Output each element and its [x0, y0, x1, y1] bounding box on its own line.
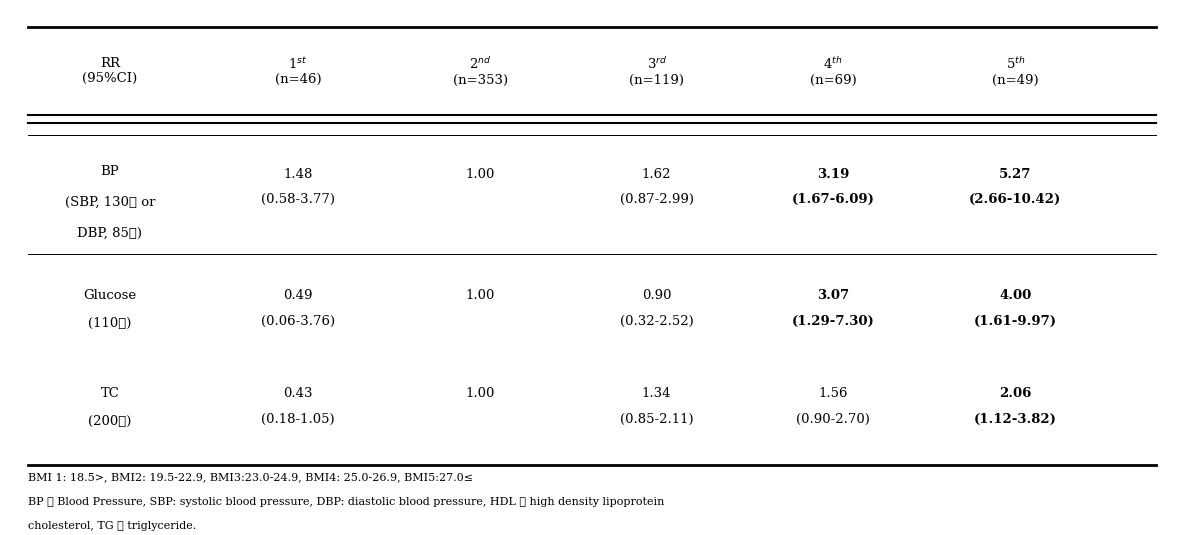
Text: Glucose: Glucose: [83, 289, 136, 302]
Text: 0.43: 0.43: [283, 386, 313, 400]
Text: (2.66-10.42): (2.66-10.42): [970, 193, 1061, 207]
Text: 1.00: 1.00: [465, 386, 495, 400]
Text: 3.07: 3.07: [817, 289, 849, 302]
Text: cholesterol, TG ： triglyceride.: cholesterol, TG ： triglyceride.: [27, 521, 195, 531]
Text: 3.19: 3.19: [817, 167, 849, 181]
Text: (SBP, 130≧ or: (SBP, 130≧ or: [65, 196, 155, 209]
Text: BP ： Blood Pressure, SBP: systolic blood pressure, DBP: diastolic blood pressure: BP ： Blood Pressure, SBP: systolic blood…: [27, 496, 664, 507]
Text: BMI 1: 18.5>, BMI2: 19.5-22.9, BMI3:23.0-24.9, BMI4: 25.0-26.9, BMI5:27.0≤: BMI 1: 18.5>, BMI2: 19.5-22.9, BMI3:23.0…: [27, 472, 472, 482]
Text: (0.58-3.77): (0.58-3.77): [262, 193, 335, 207]
Text: 2$^{nd}$
(n=353): 2$^{nd}$ (n=353): [452, 56, 508, 87]
Text: 1.48: 1.48: [283, 167, 313, 181]
Text: (0.90-2.70): (0.90-2.70): [796, 413, 870, 426]
Text: 0.90: 0.90: [642, 289, 671, 302]
Text: TC: TC: [101, 386, 120, 400]
Text: BP: BP: [101, 165, 120, 178]
Text: RR
(95%CI): RR (95%CI): [83, 57, 137, 85]
Text: 1.62: 1.62: [642, 167, 671, 181]
Text: 1.00: 1.00: [465, 167, 495, 181]
Text: (1.67-6.09): (1.67-6.09): [792, 193, 875, 207]
Text: 5$^{th}$
(n=49): 5$^{th}$ (n=49): [992, 56, 1038, 87]
Text: 4.00: 4.00: [999, 289, 1031, 302]
Text: 3$^{rd}$
(n=119): 3$^{rd}$ (n=119): [629, 56, 684, 87]
Text: (0.06-3.76): (0.06-3.76): [260, 316, 335, 328]
Text: 0.49: 0.49: [283, 289, 313, 302]
Text: (110≧): (110≧): [89, 317, 131, 330]
Text: 2.06: 2.06: [999, 386, 1031, 400]
Text: 1.56: 1.56: [818, 386, 848, 400]
Text: (0.87-2.99): (0.87-2.99): [619, 193, 694, 207]
Text: 1$^{st}$
(n=46): 1$^{st}$ (n=46): [275, 56, 321, 87]
Text: 1.00: 1.00: [465, 289, 495, 302]
Text: 4$^{th}$
(n=69): 4$^{th}$ (n=69): [810, 56, 856, 87]
Text: (1.29-7.30): (1.29-7.30): [792, 316, 875, 328]
Text: DBP, 85≧): DBP, 85≧): [77, 227, 142, 240]
Text: (0.18-1.05): (0.18-1.05): [262, 413, 335, 426]
Text: (1.12-3.82): (1.12-3.82): [973, 413, 1056, 426]
Text: 5.27: 5.27: [999, 167, 1031, 181]
Text: 1.34: 1.34: [642, 386, 671, 400]
Text: (1.61-9.97): (1.61-9.97): [973, 316, 1057, 328]
Text: (0.32-2.52): (0.32-2.52): [619, 316, 694, 328]
Text: (0.85-2.11): (0.85-2.11): [620, 413, 694, 426]
Text: (200≧): (200≧): [89, 415, 131, 428]
